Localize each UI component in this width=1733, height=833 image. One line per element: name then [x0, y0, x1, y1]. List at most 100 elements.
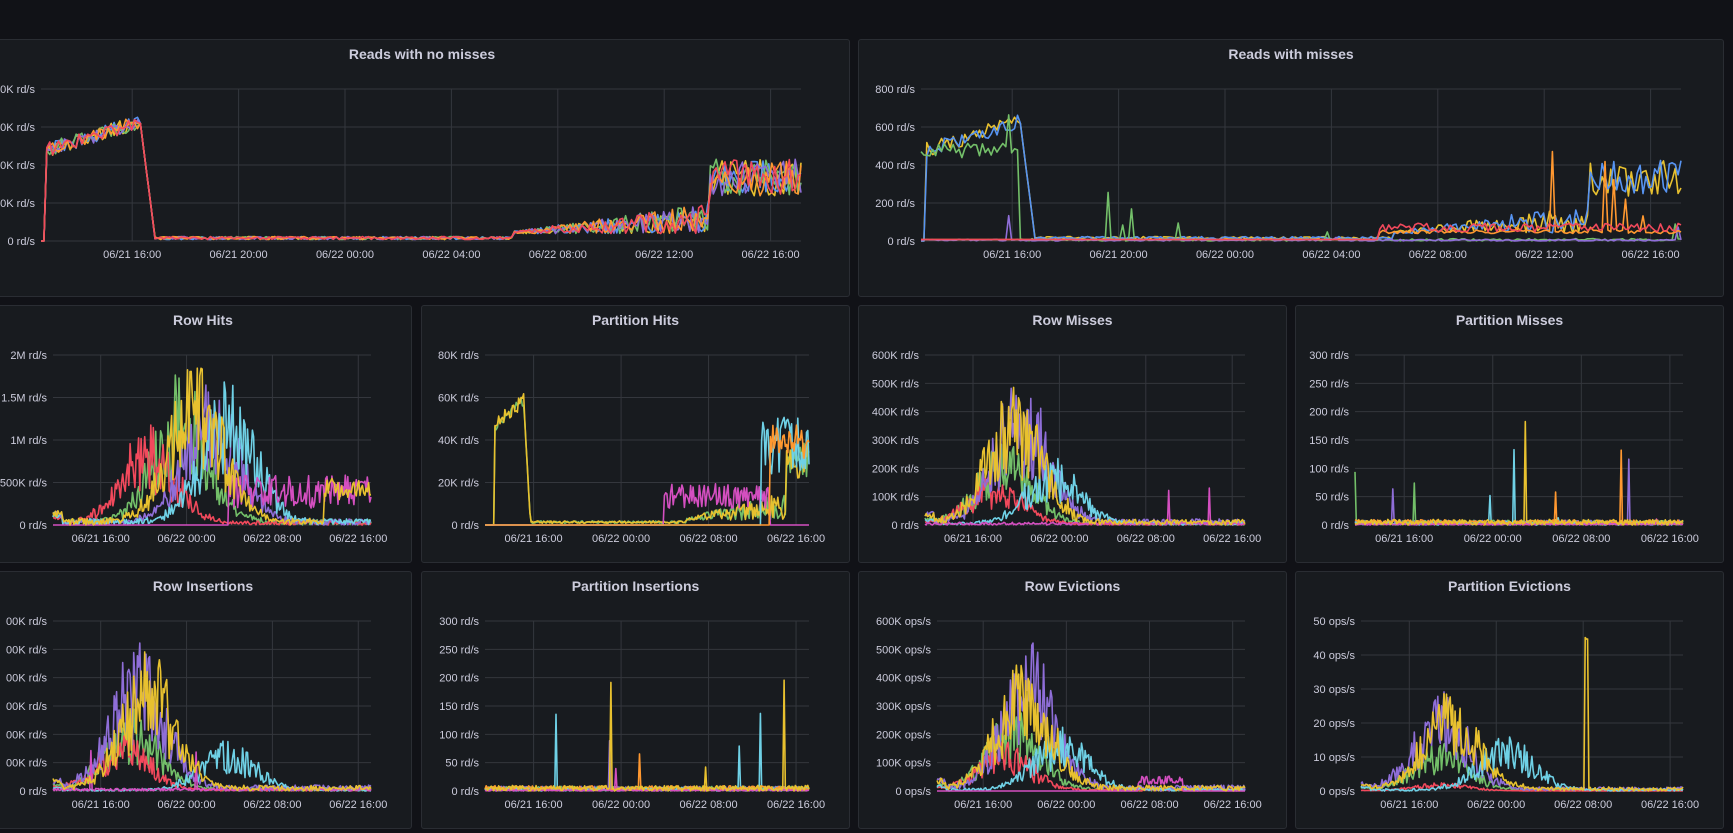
y-tick-label: 60K rd/s [438, 393, 479, 405]
series-line-green [41, 121, 802, 242]
y-tick-label: 300 rd/s [1309, 350, 1349, 362]
y-tick-label: 250 rd/s [439, 644, 479, 656]
panel-partition-evictions[interactable]: Partition Evictions 0 ops/s 10 ops/s 20 op… [1295, 571, 1724, 829]
x-tick-label: 06/21 20:00 [210, 249, 268, 261]
y-tick-label: 800 rd/s [875, 84, 915, 96]
y-tick-label: 600K rd/s [872, 350, 920, 362]
panel-partition-hits[interactable]: Partition Hits 0 rd/s 20K rd/s 40K rd/s 60K… [421, 305, 850, 563]
y-tick-label: 100 rd/s [439, 729, 479, 741]
panel-partition-insertions[interactable]: Partition Insertions 0 rd/s 50 rd/s 100 rd… [421, 571, 850, 829]
y-tick-label: 50 rd/s [445, 758, 479, 770]
y-tick-label: 0K rd/s [0, 198, 35, 210]
y-tick-label: 50 rd/s [1315, 492, 1349, 504]
x-tick-label: 06/22 00:00 [1196, 249, 1254, 261]
x-tick-label: 06/22 00:00 [157, 799, 215, 811]
x-tick-label: 06/22 08:00 [1117, 533, 1175, 545]
series-line-purple [41, 119, 802, 242]
x-tick-label: 06/21 16:00 [1380, 799, 1438, 811]
y-tick-label: 200K ops/s [876, 729, 932, 741]
chart-partition-misses: 0 rd/s 50 rd/s 100 rd/s 150 rd/s 200 rd/s 250… [1309, 350, 1699, 545]
panel-title: Partition Hits [591, 312, 680, 328]
y-tick-label: 600K ops/s [876, 616, 932, 628]
y-tick-label: 400K ops/s [876, 673, 932, 685]
chart-partition-insertions: 0 rd/s 50 rd/s 100 rd/s 150 rd/s 200 rd/s 250… [439, 616, 825, 811]
y-tick-label: 0K rd/s [0, 84, 35, 96]
series-line-orange [41, 118, 802, 242]
x-tick-label: 06/22 00:00 [1037, 799, 1095, 811]
x-tick-label: 06/22 08:00 [243, 533, 301, 545]
y-tick-label: 100K rd/s [872, 492, 920, 504]
panel-reads-with-misses[interactable]: Reads with misses 0 rd/s 200 rd/s 400 rd/s… [858, 39, 1724, 297]
y-tick-label: 100 rd/s [1309, 463, 1349, 475]
x-tick-label: 06/22 16:00 [329, 799, 387, 811]
x-tick-label: 06/22 08:00 [529, 249, 587, 261]
y-tick-label: 200K rd/s [872, 463, 920, 475]
series-line-red [41, 118, 802, 242]
x-tick-label: 06/22 16:00 [1622, 249, 1680, 261]
x-tick-label: 06/22 08:00 [1409, 249, 1467, 261]
panel-row-evictions[interactable]: Row Evictions 0 ops/s 100K ops/s 200K ops/… [858, 571, 1287, 829]
x-tick-label: 06/21 16:00 [1375, 533, 1433, 545]
y-tick-label: 00K rd/s [6, 729, 47, 741]
x-tick-label: 06/22 00:00 [592, 799, 650, 811]
x-tick-label: 06/21 16:00 [944, 533, 1002, 545]
y-tick-label: 00K rd/s [6, 616, 47, 628]
panel-reads-with-no-misses[interactable]: Reads with no misses 0 rd/s 0K rd/s 0K rd/… [0, 39, 850, 297]
series-line-magenta [53, 474, 372, 526]
x-tick-label: 06/22 00:00 [316, 249, 374, 261]
x-tick-label: 06/21 16:00 [103, 249, 161, 261]
y-tick-label: 20 ops/s [1313, 718, 1355, 730]
chart-row-misses: 0 rd/s 100K rd/s 200K rd/s 300K rd/s 400K rd… [872, 350, 1261, 545]
series-line-yellow [936, 664, 1246, 792]
y-tick-label: 600 rd/s [875, 122, 915, 134]
y-tick-label: 150 rd/s [1309, 435, 1349, 447]
y-tick-label: 0 ops/s [1320, 786, 1356, 798]
y-tick-label: 0 rd/s [1321, 520, 1349, 532]
y-tick-label: 0 rd/s [887, 236, 915, 248]
x-tick-label: 06/21 16:00 [954, 799, 1012, 811]
x-tick-label: 06/22 16:00 [329, 533, 387, 545]
y-tick-label: 00K rd/s [6, 758, 47, 770]
x-tick-label: 06/21 16:00 [505, 799, 563, 811]
panel-row-misses[interactable]: Row Misses 0 rd/s 100K rd/s 200K rd/s 300K … [858, 305, 1287, 563]
x-tick-label: 06/22 16:00 [1641, 533, 1699, 545]
y-tick-label: 250 rd/s [1309, 378, 1349, 390]
panel-title: Row Insertions [152, 578, 254, 594]
series-line-yellow [1360, 636, 1684, 792]
series-line-yellow [485, 393, 810, 526]
x-tick-label: 06/22 12:00 [1515, 249, 1573, 261]
y-tick-label: 1.5M rd/s [1, 393, 47, 405]
x-tick-label: 06/21 16:00 [983, 249, 1041, 261]
y-tick-label: 300K ops/s [876, 701, 932, 713]
y-tick-label: 150 rd/s [439, 701, 479, 713]
y-tick-label: 100K ops/s [876, 758, 932, 770]
x-tick-label: 06/22 08:00 [679, 533, 737, 545]
y-tick-label: 0 rd/s [451, 786, 479, 798]
y-tick-label: 20K rd/s [438, 478, 479, 490]
y-tick-label: 40 ops/s [1313, 650, 1355, 662]
x-tick-label: 06/21 16:00 [72, 799, 130, 811]
chart-row-evictions: 0 ops/s 100K ops/s 200K ops/s 300K ops/s 400… [876, 616, 1262, 811]
x-tick-label: 06/22 00:00 [157, 533, 215, 545]
x-tick-label: 06/22 00:00 [1030, 533, 1088, 545]
panel-partition-misses[interactable]: Partition Misses 0 rd/s 50 rd/s 100 rd/s 15… [1295, 305, 1724, 563]
series-line-yellow [921, 116, 1682, 242]
y-tick-label: 500K rd/s [0, 478, 47, 490]
series-line-yellow [52, 367, 372, 526]
x-tick-label: 06/22 08:00 [243, 799, 301, 811]
y-tick-label: 10 ops/s [1313, 752, 1355, 764]
y-tick-label: 300K rd/s [872, 435, 920, 447]
y-tick-label: 40K rd/s [438, 435, 479, 447]
series-line-cyan [1360, 736, 1684, 792]
y-tick-label: 00K rd/s [6, 644, 47, 656]
y-tick-label: 500K rd/s [872, 378, 920, 390]
panel-row-hits[interactable]: Row Hits 0 rd/s 500K rd/s 1M rd/s 1.5M rd/s… [0, 305, 412, 563]
y-tick-label: 0 rd/s [19, 786, 47, 798]
x-tick-label: 06/21 16:00 [72, 533, 130, 545]
panel-title: Partition Evictions [1448, 578, 1571, 594]
panel-row-insertions[interactable]: Row Insertions 0 rd/s 00K rd/s 00K rd/s 00K… [0, 571, 412, 829]
series-line-yellow [41, 120, 802, 242]
y-tick-label: 0K rd/s [0, 122, 35, 134]
x-tick-label: 06/22 00:00 [592, 533, 650, 545]
chart-partition-hits: 0 rd/s 20K rd/s 40K rd/s 60K rd/s 80K rd/s 06… [438, 350, 825, 545]
